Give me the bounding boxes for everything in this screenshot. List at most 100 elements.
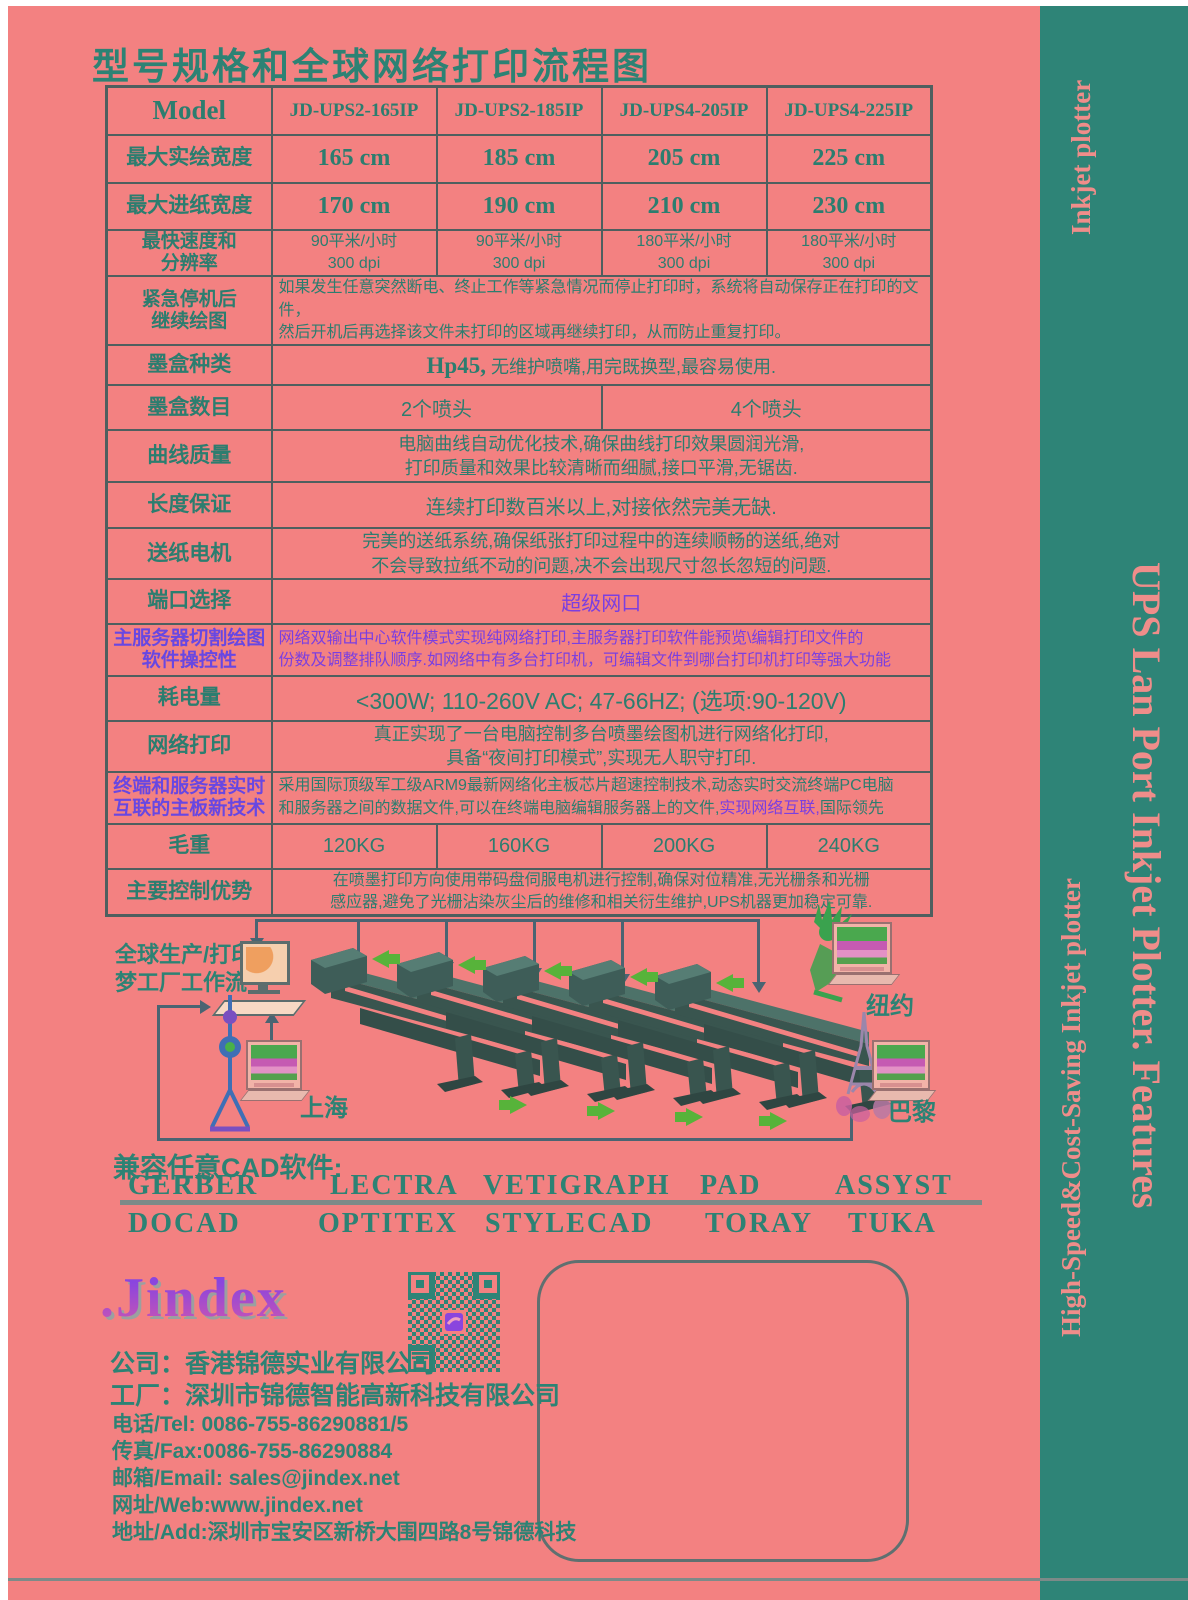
left-arrow-icon (372, 950, 400, 968)
table-row: 端口选择 超级网口 (105, 578, 933, 626)
company-line: 公司：香港锦德实业有限公司 (110, 1350, 436, 1378)
workflow-label: 全球生产/打印 梦工厂工作流 (115, 942, 254, 995)
newyork-keyboard-icon (827, 974, 901, 985)
row-label: 最大实绘宽度 (105, 133, 273, 184)
spec-cell: 90平米/小时 300 dpi (270, 228, 438, 278)
row-label: 主要控制优势 (105, 867, 273, 917)
spec-cell: JD-UPS2-165IP (270, 85, 438, 136)
top-connector-line (255, 919, 760, 922)
spec-cell: 如果发生任意突然断电、终止工作等紧急情况而停止打印时，系统将自动保存正在打印的文… (270, 275, 933, 347)
city-label-shanghai: 上海 (300, 1095, 348, 1122)
row-label: 端口选择 (105, 578, 273, 626)
down-arrow-icon (752, 982, 766, 993)
right-arrow-icon (675, 1108, 703, 1126)
uplink-line (270, 1022, 273, 1054)
mainboard-text: 和服务器之间的数据文件,可以在终端电脑编辑服务器上的文件, (278, 799, 720, 817)
left-arrow-icon (544, 962, 572, 980)
table-row: 网络打印 真正实现了一台电脑控制多台喷墨绘图机进行网络化打印, 具备“夜间打印模… (105, 720, 933, 773)
row-label: Model (105, 85, 273, 136)
up-arrow-icon (265, 1012, 279, 1023)
sidebar-text-sub: High-Speed&Cost-Saving Inkjet plotter (1056, 877, 1086, 1337)
divider-line (8, 1578, 1188, 1581)
ink-model: Hp45, (426, 352, 486, 378)
spec-cell: 4个喷头 (600, 384, 933, 432)
spec-cell: 90平米/小时 300 dpi (435, 228, 603, 278)
connector-stub (533, 919, 536, 969)
cad-brand: TORAY (705, 1208, 814, 1239)
row-label: 最快速度和 分辨率 (105, 228, 273, 278)
eiffel-tower-icon (836, 1012, 891, 1122)
spec-cell: 205 cm (600, 133, 768, 184)
table-row: 终端和服务器实时 互联的主板新技术 采用国际顶级军工级ARM9最新网络化主板芯片… (105, 770, 933, 825)
pearl-tower-icon (210, 995, 250, 1132)
spec-cell: 完美的送纸系统,确保纸张打印过程中的连续顺畅的送纸,绝对 不会导致拉纸不动的问题… (270, 527, 933, 581)
spec-cell: 网络双输出中心软件模式实现纯网络打印,主服务器打印软件能预览\编辑打印文件的 份… (270, 623, 933, 678)
table-row: 墨盒种类 Hp45, 无维护喷嘴,用完既换型,最容易使用. (105, 344, 933, 387)
spec-cell: JD-UPS4-225IP (765, 85, 933, 136)
row-label: 墨盒数目 (105, 384, 273, 432)
cad-brand: OPTITEX (318, 1208, 459, 1239)
spec-cell: 185 cm (435, 133, 603, 184)
table-row: 毛重 120KG 160KG 200KG 240KG (105, 822, 933, 870)
cad-brand: GERBER (128, 1170, 259, 1201)
cad-brand: VETIGRAPH (483, 1170, 671, 1201)
spec-cell: JD-UPS2-185IP (435, 85, 603, 136)
spec-cell: 225 cm (765, 133, 933, 184)
spec-cell: 电脑曲线自动优化技术,确保曲线打印效果圆润光滑, 打印质量和效果比较清晰而细腻,… (270, 429, 933, 484)
mainboard-highlight: 实现网络互联, (719, 799, 820, 817)
cad-brand: LECTRA (330, 1170, 459, 1201)
table-row: 长度保证 连续打印数百米以上,对接依然完美无缺. (105, 481, 933, 530)
connector-stub (255, 919, 258, 939)
loop-line (157, 1138, 853, 1141)
spec-cell: 超级网口 (270, 578, 933, 626)
table-row: 主服务器切割绘图 软件操控性 网络双输出中心软件模式实现纯网络打印,主服务器打印… (105, 623, 933, 678)
email-line: 邮箱/Email: sales@jindex.net (112, 1467, 400, 1490)
left-arrow-icon (458, 956, 486, 974)
spec-cell: Hp45, 无维护喷嘴,用完既换型,最容易使用. (270, 344, 933, 387)
row-label: 长度保证 (105, 481, 273, 530)
row-label: 墨盒种类 (105, 344, 273, 387)
table-row: 最快速度和 分辨率 90平米/小时 300 dpi 90平米/小时 300 dp… (105, 228, 933, 278)
monitor-stand (258, 982, 268, 990)
loop-line (157, 1005, 201, 1008)
spec-cell: 240KG (765, 822, 933, 870)
cad-brand: STYLECAD (485, 1208, 654, 1239)
table-row: 耗电量 <300W; 110-260V AC; 47-66HZ; (选项:90-… (105, 675, 933, 723)
right-arrow-icon (499, 1096, 527, 1114)
spec-cell: 160KG (435, 822, 603, 870)
connector-stub (445, 919, 448, 963)
row-label: 送纸电机 (105, 527, 273, 581)
spec-cell: 真正实现了一台电脑控制多台喷墨绘图机进行网络化打印, 具备“夜间打印模式”,实现… (270, 720, 933, 773)
spec-cell: 采用国际顶级军工级ARM9最新网络化主板芯片超速控制技术,动态实时交流终端PC电… (270, 770, 933, 825)
city-label-newyork: 纽约 (866, 993, 914, 1020)
shanghai-computer-icon (246, 1040, 302, 1090)
monitor-base (248, 990, 280, 994)
jindex-logo: .Jindex (100, 1267, 287, 1329)
left-arrow-icon (630, 968, 658, 986)
cad-brand: ASSYST (835, 1170, 953, 1201)
spec-cell: 200KG (600, 822, 768, 870)
row-label: 耗电量 (105, 675, 273, 723)
right-arrow-icon (587, 1102, 615, 1120)
mainboard-text: 采用国际顶级军工级ARM9最新网络化主板芯片超速控制技术,动态实时交流终端PC电… (278, 777, 894, 795)
spec-cell: 190 cm (435, 181, 603, 231)
cad-brand: PAD (700, 1170, 762, 1201)
row-label: 最大进纸宽度 (105, 181, 273, 231)
row-label: 主服务器切割绘图 软件操控性 (105, 623, 273, 678)
loop-line (157, 1005, 160, 1140)
web-line: 网址/Web:www.jindex.net (112, 1494, 363, 1517)
spec-cell: 230 cm (765, 181, 933, 231)
right-arrow-icon (200, 1000, 211, 1014)
ink-note: 无维护喷嘴,用完既换型,最容易使用. (485, 356, 776, 377)
spec-cell: <300W; 110-260V AC; 47-66HZ; (选项:90-120V… (270, 675, 933, 723)
spec-cell: 180平米/小时 300 dpi (600, 228, 768, 278)
spec-cell: 165 cm (270, 133, 438, 184)
factory-line: 工厂：深圳市锦德智能高新科技有限公司 (110, 1382, 561, 1410)
spec-table: Model JD-UPS2-165IP JD-UPS2-185IP JD-UPS… (105, 85, 933, 918)
server-monitor-icon (240, 941, 290, 985)
row-label: 毛重 (105, 822, 273, 870)
address-line: 地址/Add:深圳市宝安区新桥大围四路8号锦德科技 (112, 1521, 577, 1544)
blank-note-box (537, 1260, 909, 1562)
spec-cell: 连续打印数百米以上,对接依然完美无缺. (270, 481, 933, 530)
